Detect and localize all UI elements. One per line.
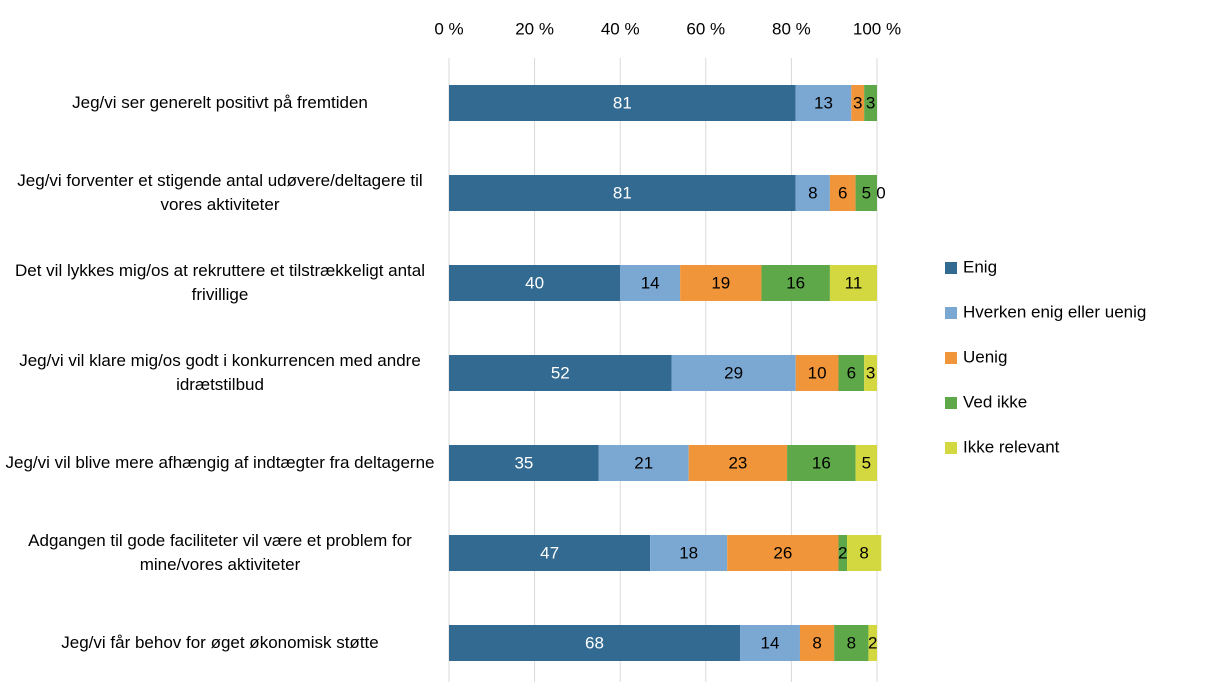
- x-tick-label: 0 %: [434, 19, 463, 38]
- bar-segment: [449, 355, 672, 391]
- data-label: 68: [585, 633, 604, 652]
- data-label: 10: [808, 363, 827, 382]
- data-label: 13: [814, 93, 833, 112]
- data-label: 29: [724, 363, 743, 382]
- legend-swatch: [945, 442, 957, 454]
- bar-segment: [795, 85, 852, 121]
- legend-label: Ikke relevant: [963, 437, 1060, 456]
- bar-segment: [829, 175, 856, 211]
- bar-segment: [449, 85, 796, 121]
- category-label: Jeg/vi vil blive mere afhængig af indtæg…: [5, 453, 435, 472]
- bar-segment: [795, 175, 830, 211]
- data-label: 52: [551, 363, 570, 382]
- bar-segment: [449, 625, 741, 661]
- bar-segment: [799, 625, 835, 661]
- data-label: 8: [847, 633, 856, 652]
- bar-segment: [795, 355, 839, 391]
- bar-segment: [864, 85, 877, 121]
- legend-swatch: [945, 397, 957, 409]
- legend-label: Hverken enig eller uenig: [963, 302, 1146, 321]
- bar-segment: [855, 175, 877, 211]
- data-label: 6: [847, 363, 856, 382]
- x-tick-label: 80 %: [772, 19, 811, 38]
- data-label: 2: [838, 543, 847, 562]
- bar-segment: [449, 265, 621, 301]
- category-label: Jeg/vi forventer et stigende antal udøve…: [17, 171, 423, 214]
- data-label: 6: [838, 183, 847, 202]
- bar-segment: [449, 175, 796, 211]
- category-label: Jeg/vi vil klare mig/os godt i konkurren…: [19, 351, 421, 394]
- data-label: 8: [859, 543, 868, 562]
- data-label: 35: [514, 453, 533, 472]
- data-label: 3: [853, 93, 862, 112]
- bar-segment: [864, 355, 877, 391]
- x-tick-label: 100 %: [853, 19, 901, 38]
- x-tick-label: 40 %: [601, 19, 640, 38]
- data-label: 40: [525, 273, 544, 292]
- legend-label: Enig: [963, 257, 997, 276]
- data-label: 18: [679, 543, 698, 562]
- bar-segment: [680, 265, 762, 301]
- category-label: Jeg/vi får behov for øget økonomisk støt…: [61, 633, 379, 652]
- bar-segment: [855, 445, 877, 481]
- data-label: 11: [845, 273, 863, 292]
- data-label: 2: [868, 633, 877, 652]
- data-label: 3: [866, 93, 875, 112]
- bar-segment: [851, 85, 865, 121]
- x-tick-label: 20 %: [515, 19, 554, 38]
- category-label: Det vil lykkes mig/os at rekruttere et t…: [14, 261, 426, 304]
- bar-segment: [868, 625, 877, 661]
- data-label: 26: [773, 543, 792, 562]
- bar-segment: [847, 535, 882, 571]
- legend-label: Uenig: [963, 347, 1007, 366]
- data-label: 8: [812, 633, 821, 652]
- data-label: 81: [613, 93, 632, 112]
- bar-segment: [834, 625, 869, 661]
- data-label: 47: [540, 543, 559, 562]
- data-label: 16: [786, 273, 805, 292]
- bar-segment: [688, 445, 788, 481]
- legend-label: Ved ikke: [963, 392, 1027, 411]
- data-label: 14: [641, 273, 660, 292]
- bar-segment: [449, 445, 599, 481]
- data-label: 14: [761, 633, 780, 652]
- bar-segment: [620, 265, 681, 301]
- data-label: 0: [876, 183, 885, 202]
- x-tick-label: 60 %: [686, 19, 725, 38]
- bar-segment: [650, 535, 728, 571]
- legend-swatch: [945, 352, 957, 364]
- data-label: 21: [634, 453, 653, 472]
- data-label: 5: [862, 453, 871, 472]
- bar-segment: [598, 445, 689, 481]
- bar-segment: [838, 535, 848, 571]
- bar-segment: [449, 535, 651, 571]
- category-label: Adgangen til gode faciliteter vil være e…: [28, 531, 412, 574]
- data-label: 5: [862, 183, 871, 202]
- data-label: 8: [808, 183, 817, 202]
- bar-segment: [671, 355, 796, 391]
- bar-segment: [829, 265, 877, 301]
- data-label: 81: [613, 183, 632, 202]
- data-label: 3: [866, 363, 875, 382]
- bar-segment: [727, 535, 839, 571]
- bar-segment: [740, 625, 800, 661]
- bar-segment: [838, 355, 865, 391]
- category-label: Jeg/vi ser generelt positivt på fremtide…: [72, 93, 368, 112]
- data-label: 23: [728, 453, 747, 472]
- data-label: 16: [812, 453, 831, 472]
- data-label: 19: [711, 273, 730, 292]
- bar-segment: [761, 265, 830, 301]
- legend-swatch: [945, 307, 957, 319]
- legend-swatch: [945, 262, 957, 274]
- bar-segment: [787, 445, 856, 481]
